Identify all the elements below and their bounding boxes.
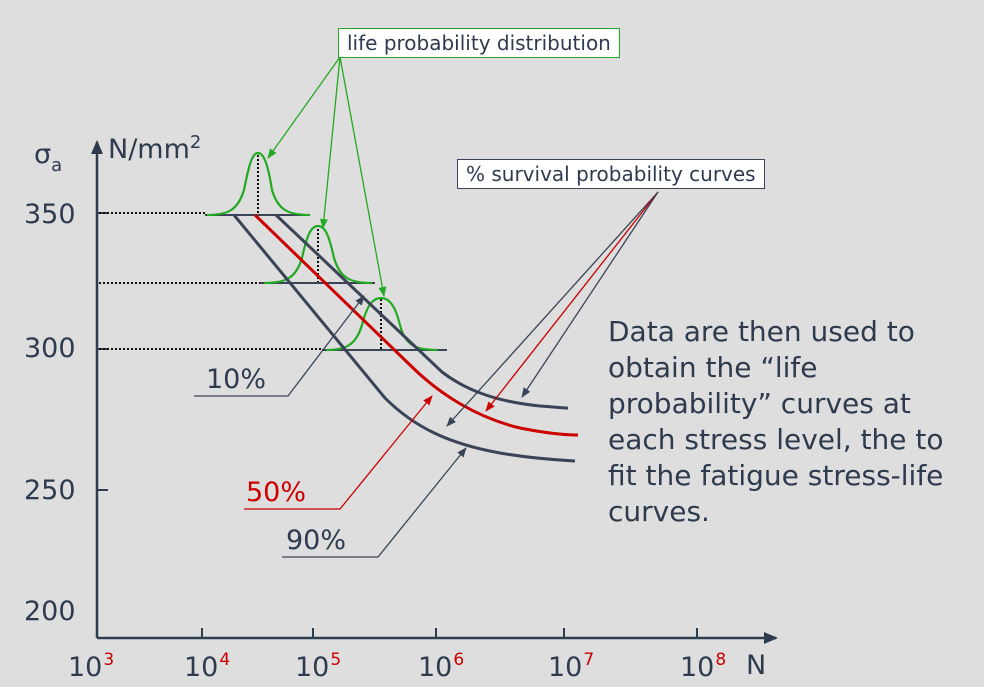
x-ticks (201, 628, 698, 638)
x-tick-1e3: 103 (68, 650, 115, 683)
survival-leaders (446, 191, 659, 427)
percent-leaders (194, 295, 467, 558)
curve-10-percent (274, 213, 569, 410)
life-distribution-label: life probability distribution (338, 28, 620, 58)
description-line: obtain the “life (608, 351, 818, 384)
description-text: Data are then used to obtain the “life p… (608, 314, 944, 530)
sn-curves (232, 213, 579, 463)
description-line: fit the fatigue stress-life (608, 459, 944, 492)
y-tick-350: 350 (24, 199, 76, 230)
sigma-glyph: σ (34, 139, 52, 170)
description-line: Data are then used to (608, 315, 915, 348)
stress-level-guides (99, 155, 382, 350)
label-50-percent: 50% (246, 477, 307, 508)
y-tick-250: 250 (24, 475, 76, 506)
y-ticks (97, 212, 108, 491)
x-tick-1e4: 104 (184, 650, 231, 683)
label-90-percent: 90% (286, 525, 347, 556)
x-tick-1e8: 108 (680, 650, 727, 683)
unit-main: N/mm (108, 134, 190, 165)
distribution-325 (263, 224, 373, 285)
x-tick-1e6: 106 (418, 650, 465, 683)
x-tick-1e7: 107 (548, 650, 595, 683)
curve-90-percent (232, 214, 576, 463)
description-line: probability” curves at (608, 387, 911, 420)
green-leaders (267, 56, 387, 297)
description-line: each stress level, the to (608, 423, 944, 456)
x-tick-1e5: 105 (295, 650, 342, 683)
sigma-subscript: a (51, 155, 63, 176)
label-10-percent: 10% (206, 364, 267, 395)
y-tick-200: 200 (24, 596, 76, 627)
y-tick-300: 300 (24, 333, 76, 364)
y-axis-symbol: σa (34, 139, 62, 175)
distribution-350 (206, 151, 311, 217)
y-axis-unit: N/mm2 (108, 134, 201, 165)
description-line: curves. (608, 495, 710, 528)
survival-curves-label: % survival probability curves (457, 159, 765, 189)
x-axis-title: N (746, 650, 767, 681)
curve-50-percent (253, 213, 579, 437)
unit-superscript: 2 (189, 132, 202, 153)
